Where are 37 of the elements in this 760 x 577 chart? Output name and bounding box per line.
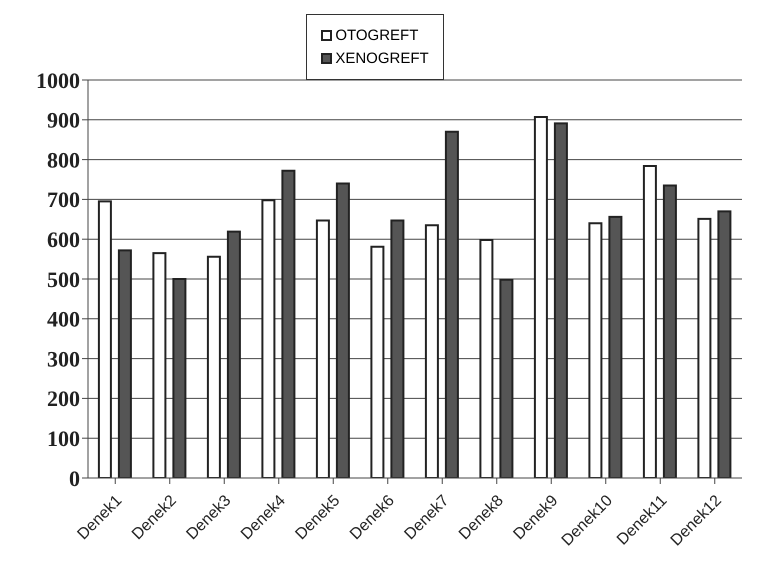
y-tick-label: 500 bbox=[47, 266, 80, 292]
bar bbox=[499, 278, 514, 478]
bar bbox=[554, 122, 568, 478]
y-tick-label: 800 bbox=[47, 147, 80, 172]
bar bbox=[172, 278, 186, 478]
bar bbox=[206, 256, 221, 478]
bar bbox=[281, 170, 296, 478]
y-tick-label: 200 bbox=[47, 386, 80, 412]
bar bbox=[370, 246, 384, 478]
bar bbox=[642, 164, 657, 478]
bar bbox=[316, 219, 330, 478]
y-tick-label: 900 bbox=[47, 108, 80, 133]
bar bbox=[588, 222, 602, 478]
bar bbox=[226, 230, 241, 478]
y-tick-label: 0 bbox=[69, 466, 80, 491]
legend-label: XENOGREFT bbox=[335, 50, 429, 67]
y-tick-label: 1000 bbox=[36, 68, 80, 93]
y-tick-label: 700 bbox=[47, 187, 80, 212]
bar bbox=[336, 182, 350, 478]
bar bbox=[98, 200, 112, 478]
y-tick-label: 600 bbox=[47, 227, 80, 252]
y-tick-label: 400 bbox=[47, 306, 80, 332]
bar bbox=[390, 219, 404, 478]
bar bbox=[662, 184, 677, 478]
bar bbox=[534, 116, 548, 478]
bar bbox=[697, 218, 712, 478]
bar bbox=[608, 216, 622, 478]
bar bbox=[717, 210, 732, 478]
bar bbox=[479, 238, 494, 478]
y-tick-label: 100 bbox=[47, 426, 80, 452]
bar bbox=[424, 224, 439, 478]
bar bbox=[152, 252, 166, 478]
y-tick-label: 300 bbox=[47, 346, 80, 372]
bar bbox=[118, 249, 132, 478]
legend-label: OTOGREFT bbox=[335, 27, 418, 44]
bar bbox=[444, 130, 459, 478]
bar bbox=[261, 199, 276, 478]
